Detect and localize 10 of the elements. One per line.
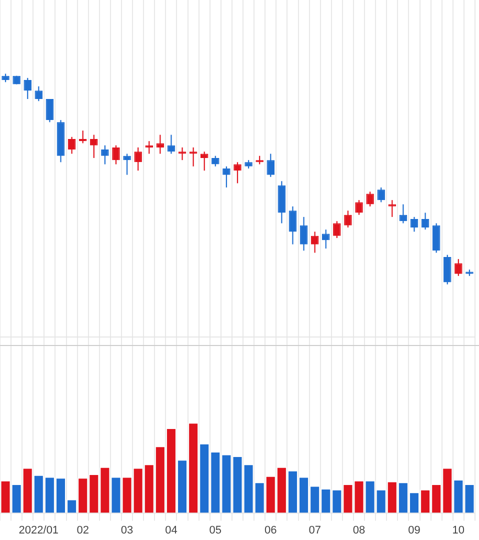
x-tick-label: 04 (165, 524, 178, 536)
x-tick-label: 03 (120, 524, 134, 536)
x-tick-label: 07 (308, 524, 321, 536)
x-tick-label: 08 (352, 524, 366, 536)
x-tick-label: 02 (76, 524, 89, 536)
x-tick-label: 09 (408, 524, 420, 536)
x-tick-label: 10 (452, 524, 465, 536)
x-tick-label: 06 (264, 524, 277, 536)
x-tick-label: 2022/01 (18, 524, 59, 536)
x-tick-label: 05 (209, 524, 222, 536)
